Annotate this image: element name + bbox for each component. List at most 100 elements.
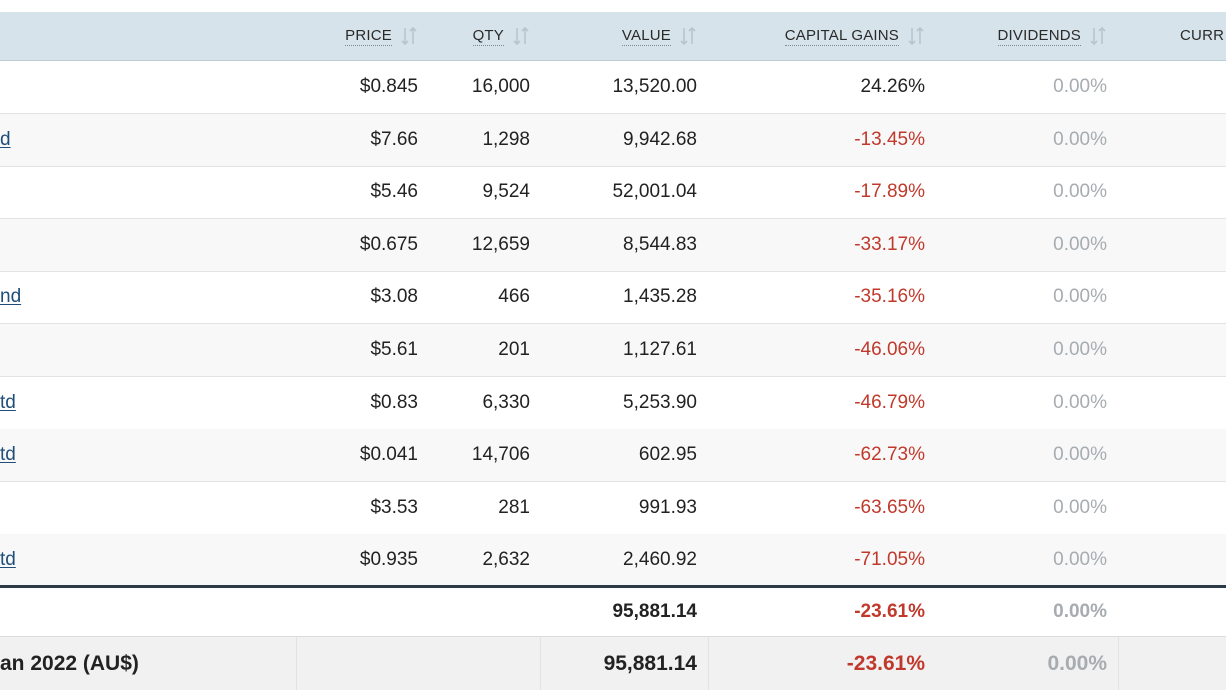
cell-value: 5,253.90 — [623, 391, 697, 413]
cell-dividends: 0.00% — [1053, 76, 1107, 97]
table-row[interactable]: td $0.935 2,632 2,460.92 -71.05% 0.00% — [0, 534, 1226, 588]
column-header-currency[interactable]: CURR — [1180, 12, 1226, 60]
cell-dividends: 0.00% — [1053, 128, 1107, 150]
table-header: PRICE QTY VALUE CAPITAL GAINS — [0, 12, 1226, 61]
holding-name — [0, 61, 290, 113]
table-row[interactable]: $0.675 12,659 8,544.83 -33.17% 0.00% — [0, 218, 1226, 272]
cell-dividends: 0.00% — [1053, 444, 1107, 466]
summary-divider — [708, 637, 709, 690]
cell-capital-gains: -63.65% — [854, 496, 925, 518]
table-row[interactable]: $5.46 9,524 52,001.04 -17.89% 0.00% — [0, 166, 1226, 220]
cell-capital-gains: -17.89% — [854, 181, 925, 203]
cell-qty: 2,632 — [482, 549, 530, 571]
column-label-value: VALUE — [621, 26, 671, 46]
table-row[interactable]: $0.845 16,000 13,520.00 24.26% 0.00% — [0, 61, 1226, 114]
cell-capital-gains: -13.45% — [854, 128, 925, 150]
cell-qty: 16,000 — [471, 76, 530, 97]
holding-name: td — [0, 377, 290, 429]
cell-dividends: 0.00% — [1053, 496, 1107, 518]
summary-divider — [1118, 637, 1119, 690]
cell-dividends: 0.00% — [1053, 181, 1107, 203]
holding-link[interactable]: td — [0, 549, 16, 571]
cell-price: $0.83 — [370, 391, 418, 413]
column-label-currency: CURR — [1180, 27, 1225, 44]
cell-qty: 9,524 — [482, 181, 530, 203]
cell-qty: 466 — [498, 286, 530, 308]
cell-capital-gains: -35.16% — [854, 286, 925, 308]
total-row: 95,881.14 -23.61% 0.00% — [0, 588, 1226, 637]
cell-price: $5.46 — [370, 181, 418, 203]
cell-price: $5.61 — [370, 339, 418, 360]
column-header-dividends[interactable]: DIVIDENDS — [960, 12, 1107, 60]
total-dividends: 0.00% — [1053, 601, 1107, 622]
cell-dividends: 0.00% — [1053, 391, 1107, 413]
holding-link[interactable]: td — [0, 391, 16, 413]
table-row[interactable]: d $7.66 1,298 9,942.68 -13.45% 0.00% — [0, 113, 1226, 167]
sort-arrows-icon — [908, 26, 924, 46]
column-label-qty: QTY — [472, 26, 504, 46]
holding-name — [0, 166, 290, 218]
holding-name: nd — [0, 271, 290, 323]
cell-dividends: 0.00% — [1053, 339, 1107, 360]
cell-value: 602.95 — [638, 444, 697, 466]
column-label-dividends: DIVIDENDS — [997, 26, 1081, 46]
table-row[interactable]: nd $3.08 466 1,435.28 -35.16% 0.00% — [0, 271, 1226, 325]
column-header-qty[interactable]: QTY — [430, 12, 530, 60]
cell-capital-gains: 24.26% — [860, 76, 925, 97]
cell-price: $0.041 — [359, 444, 418, 466]
cell-value: 1,435.28 — [623, 286, 697, 308]
table-row[interactable]: $5.61 201 1,127.61 -46.06% 0.00% — [0, 324, 1226, 377]
cell-qty: 1,298 — [482, 128, 530, 150]
cell-price: $0.845 — [359, 76, 418, 97]
cell-dividends: 0.00% — [1053, 286, 1107, 308]
holding-link[interactable]: td — [0, 444, 16, 466]
cell-value: 52,001.04 — [612, 181, 697, 203]
total-value: 95,881.14 — [612, 601, 697, 622]
summary-divider — [296, 637, 297, 690]
holding-name: td — [0, 429, 290, 481]
cell-capital-gains: -33.17% — [854, 233, 925, 255]
cell-price: $7.66 — [370, 128, 418, 150]
summary-label: an 2022 (AU$) — [0, 651, 139, 675]
holding-name — [0, 324, 290, 376]
sort-arrows-icon — [680, 26, 696, 46]
cell-price: $0.935 — [359, 549, 418, 571]
cell-value: 9,942.68 — [623, 128, 697, 150]
cell-price: $3.08 — [370, 286, 418, 308]
cell-value: 2,460.92 — [623, 549, 697, 571]
cell-price: $3.53 — [370, 496, 418, 518]
cell-dividends: 0.00% — [1053, 549, 1107, 571]
total-separator — [0, 585, 1226, 588]
cell-qty: 14,706 — [471, 444, 530, 466]
cell-dividends: 0.00% — [1053, 233, 1107, 255]
holding-name: td — [0, 534, 290, 586]
column-header-value[interactable]: VALUE — [560, 12, 697, 60]
cell-value: 1,127.61 — [623, 339, 697, 360]
column-label-capital-gains: CAPITAL GAINS — [784, 26, 899, 46]
holding-link[interactable]: nd — [0, 286, 22, 308]
cell-capital-gains: -71.05% — [854, 549, 925, 571]
cell-qty: 281 — [498, 496, 530, 518]
cell-qty: 12,659 — [471, 233, 530, 255]
table-row[interactable]: $3.53 281 991.93 -63.65% 0.00% — [0, 482, 1226, 535]
column-header-price[interactable]: PRICE — [300, 12, 418, 60]
holding-name — [0, 219, 290, 271]
column-header-capital-gains[interactable]: CAPITAL GAINS — [740, 12, 925, 60]
sort-arrows-icon — [401, 26, 417, 46]
summary-value: 95,881.14 — [603, 651, 697, 675]
cell-value: 13,520.00 — [612, 76, 697, 97]
cell-capital-gains: -46.79% — [854, 391, 925, 413]
cell-value: 8,544.83 — [623, 233, 697, 255]
holding-name: d — [0, 114, 290, 166]
total-capital-gains: -23.61% — [854, 601, 925, 622]
summary-capital-gains: -23.61% — [846, 651, 925, 675]
cell-value: 991.93 — [638, 496, 697, 518]
table-row[interactable]: td $0.83 6,330 5,253.90 -46.79% 0.00% — [0, 377, 1226, 430]
table-row[interactable]: td $0.041 14,706 602.95 -62.73% 0.00% — [0, 429, 1226, 483]
column-label-price: PRICE — [345, 26, 392, 46]
holding-link[interactable]: d — [0, 128, 11, 150]
summary-dividends: 0.00% — [1047, 651, 1107, 675]
cell-capital-gains: -46.06% — [854, 339, 925, 360]
cell-price: $0.675 — [359, 233, 418, 255]
